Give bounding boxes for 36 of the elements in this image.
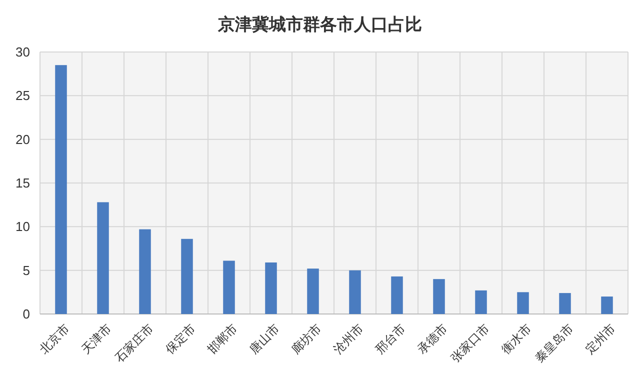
bar <box>433 279 445 314</box>
x-tick-label: 廊坊市 <box>288 321 324 357</box>
bar <box>349 270 361 314</box>
y-tick-label: 20 <box>16 132 30 147</box>
bar <box>601 296 613 314</box>
bar <box>559 293 571 314</box>
bar <box>265 262 277 314</box>
x-tick-label: 承德市 <box>414 321 450 357</box>
x-tick-label: 唐山市 <box>246 321 282 357</box>
y-tick-label: 5 <box>22 262 30 278</box>
chart-title: 京津冀城市群各市人口占比 <box>217 15 422 34</box>
y-tick-label: 30 <box>16 44 30 60</box>
y-tick-label: 10 <box>16 219 30 234</box>
bar <box>97 202 109 314</box>
y-tick-label: 25 <box>16 88 30 104</box>
x-tick-label: 定州市 <box>582 321 618 357</box>
x-tick-label: 保定市 <box>162 321 198 357</box>
y-tick-label: 15 <box>16 176 30 191</box>
x-tick-label: 石家庄市 <box>112 321 156 366</box>
bar <box>181 238 193 314</box>
x-tick-label: 邢台市 <box>372 321 408 357</box>
x-tick-label: 天津市 <box>78 321 114 357</box>
x-tick-label: 北京市 <box>36 321 72 357</box>
bar <box>307 268 319 314</box>
bar <box>223 260 235 314</box>
bar <box>517 292 529 314</box>
bar <box>475 290 487 314</box>
x-tick-label: 衡水市 <box>498 321 534 357</box>
bar <box>391 276 403 314</box>
x-tick-label: 秦皇岛市 <box>532 321 576 366</box>
x-tick-label: 沧州市 <box>330 321 366 357</box>
x-tick-label: 邯郸市 <box>204 321 240 357</box>
x-tick-label: 张家口市 <box>448 321 492 366</box>
bar <box>55 65 67 314</box>
y-tick-label: 0 <box>22 306 30 322</box>
bar <box>139 229 151 314</box>
